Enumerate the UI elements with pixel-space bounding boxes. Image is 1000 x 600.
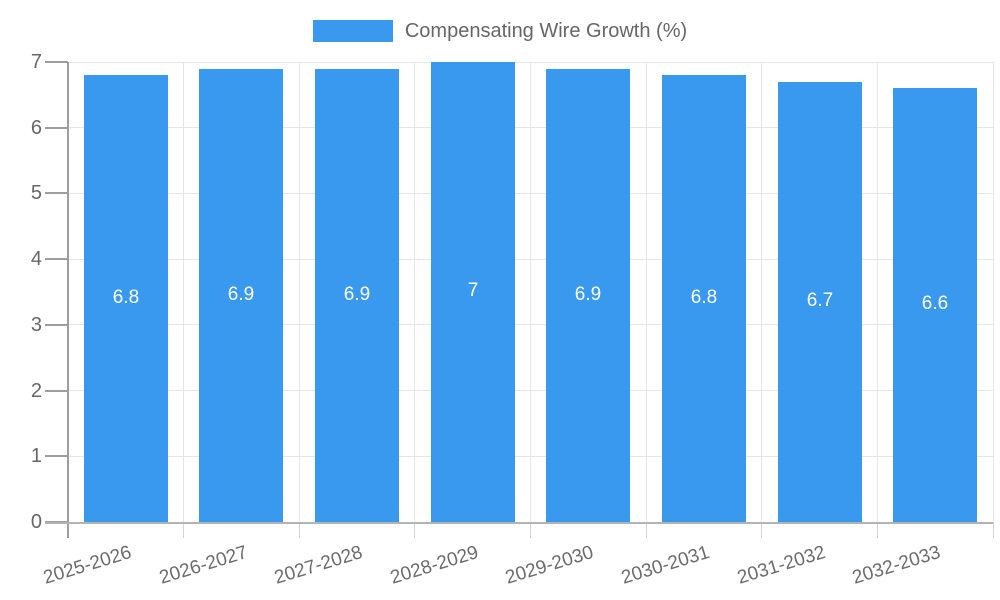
y-tick-label: 5 bbox=[30, 182, 42, 205]
bar-2025-2026[interactable]: 6.8 bbox=[84, 75, 168, 522]
bar-2029-2030[interactable]: 6.9 bbox=[546, 69, 630, 522]
x-tick-label-2032-2033: 2032-2033 bbox=[850, 542, 944, 589]
x-tick-label-2027-2028: 2027-2028 bbox=[272, 542, 366, 589]
x-tick-mark bbox=[298, 522, 300, 538]
x-tick-label-2028-2029: 2028-2029 bbox=[387, 542, 481, 589]
bar-value-label: 6.6 bbox=[921, 293, 949, 314]
bar-value-label: 6.9 bbox=[574, 284, 602, 305]
v-gridline bbox=[876, 62, 878, 522]
x-tick-mark bbox=[645, 522, 647, 538]
bar-value-label: 6.8 bbox=[112, 287, 140, 308]
v-gridline bbox=[761, 62, 763, 522]
v-gridline bbox=[992, 62, 994, 522]
bar-value-label: 6.9 bbox=[343, 284, 371, 305]
bar-value-label: 6.9 bbox=[227, 284, 255, 305]
x-tick-mark bbox=[761, 522, 763, 538]
v-gridline bbox=[298, 62, 300, 522]
y-tick-label: 7 bbox=[30, 51, 42, 73]
legend-label: Compensating Wire Growth (%) bbox=[404, 20, 688, 42]
bar-2030-2031[interactable]: 6.8 bbox=[662, 75, 746, 522]
legend-swatch bbox=[312, 20, 393, 42]
x-tick-label-2030-2031: 2030-2031 bbox=[619, 542, 713, 589]
x-tick-mark bbox=[183, 522, 185, 538]
y-tick-mark bbox=[45, 61, 68, 63]
v-gridline bbox=[183, 62, 185, 522]
x-tick-mark bbox=[876, 522, 878, 538]
y-tick-mark bbox=[45, 258, 68, 261]
y-tick-label: 2 bbox=[30, 379, 42, 402]
y-tick-mark bbox=[45, 455, 68, 458]
y-tick-label: 6 bbox=[30, 116, 42, 139]
y-tick-label: 1 bbox=[30, 445, 42, 468]
x-tick-label-2026-2027: 2026-2027 bbox=[156, 542, 250, 589]
y-tick-mark bbox=[45, 323, 68, 326]
x-tick-label-2029-2030: 2029-2030 bbox=[503, 542, 597, 589]
y-tick-label: 3 bbox=[30, 313, 42, 336]
x-tick-mark bbox=[530, 522, 531, 538]
x-axis-line bbox=[45, 522, 993, 524]
legend: Compensating Wire Growth (%) bbox=[0, 20, 1000, 42]
y-tick-label: 0 bbox=[30, 511, 42, 533]
x-tick-label-2025-2026: 2025-2026 bbox=[40, 542, 134, 589]
x-tick-mark bbox=[67, 522, 69, 538]
bar-value-label: 6.8 bbox=[690, 287, 718, 308]
v-gridline bbox=[530, 62, 531, 522]
bar-2028-2029[interactable]: 7 bbox=[431, 62, 515, 522]
x-tick-mark bbox=[414, 522, 416, 538]
bar-2031-2032[interactable]: 6.7 bbox=[778, 82, 862, 522]
y-tick-label: 4 bbox=[30, 248, 42, 271]
bar-value-label: 7 bbox=[467, 280, 479, 301]
bar-2032-2033[interactable]: 6.6 bbox=[893, 88, 977, 522]
y-tick-mark bbox=[45, 192, 68, 195]
bar-value-label: 6.7 bbox=[806, 290, 834, 311]
y-tick-mark bbox=[45, 126, 68, 129]
y-axis-line bbox=[67, 62, 69, 522]
v-gridline bbox=[414, 62, 416, 522]
bar-2026-2027[interactable]: 6.9 bbox=[199, 69, 283, 522]
y-tick-mark bbox=[45, 389, 68, 392]
bar-2027-2028[interactable]: 6.9 bbox=[315, 69, 399, 522]
x-tick-mark bbox=[992, 522, 994, 538]
legend-item[interactable]: Compensating Wire Growth (%) bbox=[312, 20, 688, 42]
v-gridline bbox=[645, 62, 647, 522]
x-tick-label-2031-2032: 2031-2032 bbox=[734, 542, 828, 589]
